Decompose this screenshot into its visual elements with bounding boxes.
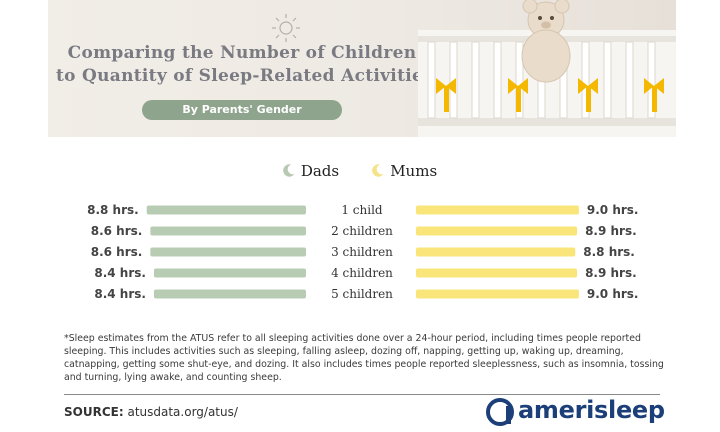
- footer-divider: [64, 394, 660, 395]
- bar-mums: [416, 205, 579, 215]
- data-label-dads: 8.4 hrs.: [94, 266, 146, 280]
- category-label: 2 children: [331, 224, 393, 238]
- bar-mums: [416, 226, 578, 236]
- brand-logo: amerisleep: [486, 396, 666, 428]
- data-label-dads: 8.4 hrs.: [94, 287, 146, 301]
- bar-mums: [416, 268, 578, 278]
- chart-title: Comparing the Number of Children to Quan…: [56, 42, 443, 88]
- category-label: 4 children: [331, 266, 393, 280]
- data-label-mums: 8.9 hrs.: [585, 266, 637, 280]
- moon-icon-dads: [283, 164, 295, 177]
- bar-dads: [153, 289, 306, 299]
- data-label-dads: 8.8 hrs.: [87, 203, 139, 217]
- sun-moon-icon: [272, 14, 300, 42]
- legend-label-mums: Mums: [390, 162, 438, 180]
- data-label-mums: 8.9 hrs.: [585, 224, 637, 238]
- diverging-bar-chart: 1 child 8.8 hrs. 9.0 hrs. 2 children 8.6 hrs…: [87, 203, 639, 301]
- source-url: atusdata.org/atus/: [127, 405, 238, 419]
- data-label-dads: 8.6 hrs.: [91, 224, 143, 238]
- bar-mums: [416, 289, 579, 299]
- moon-icon-mums: [372, 164, 384, 177]
- bar-mums: [416, 247, 576, 257]
- bar-dads: [146, 205, 306, 215]
- category-label: 3 children: [331, 245, 393, 259]
- legend-item-dads: Dads: [283, 161, 339, 180]
- legend-item-mums: Mums: [372, 161, 437, 180]
- chart-title-line-2: to Quantity of Sleep-Related Activities*: [56, 66, 443, 86]
- bar-dads: [150, 226, 306, 236]
- header-banner: Comparing the Number of Children to Quan…: [48, 0, 676, 137]
- category-label: 1 child: [341, 203, 383, 217]
- legend: Dads Mums: [0, 160, 720, 182]
- source-line: SOURCE: atusdata.org/atus/: [64, 405, 238, 419]
- data-label-dads: 8.6 hrs.: [91, 245, 143, 259]
- category-label: 5 children: [331, 287, 393, 301]
- bar-dads: [153, 268, 306, 278]
- amerisleep-logo-icon: [486, 398, 514, 426]
- bar-dads: [150, 247, 306, 257]
- crib-teddy-bear-illustration: [418, 0, 676, 137]
- chart-title-line-1: Comparing the Number of Children: [67, 43, 417, 63]
- data-label-mums: 9.0 hrs.: [587, 287, 639, 301]
- source-label: SOURCE:: [64, 405, 124, 419]
- data-label-mums: 8.8 hrs.: [583, 245, 635, 259]
- data-label-mums: 9.0 hrs.: [587, 203, 639, 217]
- chart-subtitle: By Parents' Gender: [142, 100, 342, 120]
- legend-label-dads: Dads: [300, 162, 340, 180]
- footnote: *Sleep estimates from the ATUS refer to …: [64, 333, 664, 383]
- brand-name: amerisleep: [518, 396, 665, 424]
